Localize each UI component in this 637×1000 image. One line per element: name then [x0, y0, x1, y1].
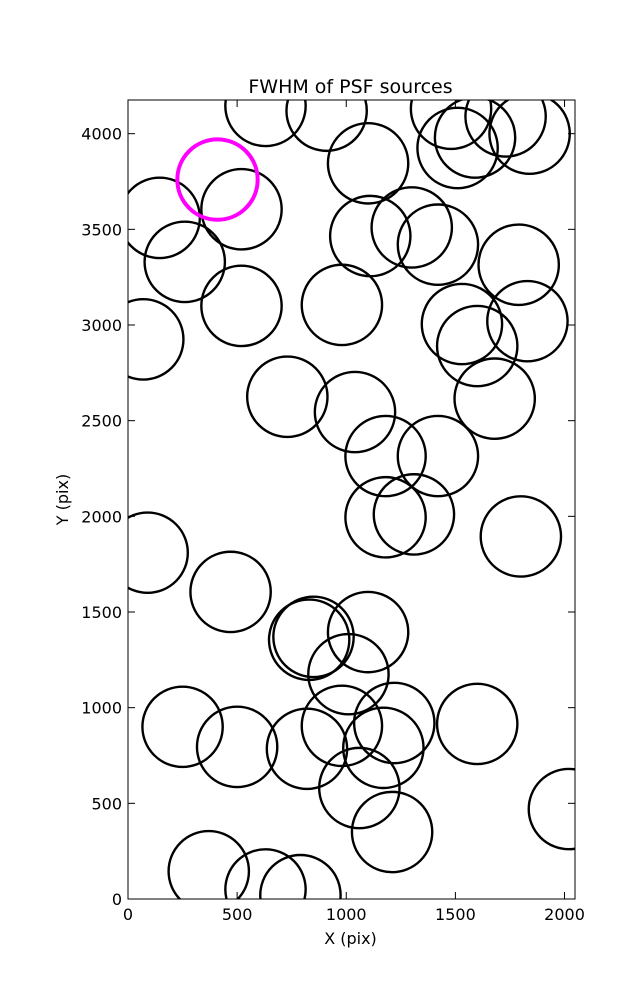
data-points — [128, 100, 575, 899]
plot-frame — [127, 99, 576, 900]
psf-source-circle — [344, 475, 427, 559]
y-tick-label: 500 — [91, 794, 122, 813]
y-tick-label: 0 — [112, 890, 122, 909]
psf-source-circle — [326, 590, 410, 674]
psf-source-circle — [453, 357, 537, 441]
psf-source-circle — [486, 279, 569, 363]
psf-source-circle — [435, 304, 519, 388]
psf-source-circle — [313, 370, 397, 454]
psf-source-circle — [300, 263, 384, 347]
psf-source-circle — [195, 705, 279, 789]
psf-source-circle — [224, 848, 307, 899]
psf-source-circle — [435, 682, 519, 766]
psf-source-circle — [259, 853, 342, 899]
psf-source-circle — [396, 414, 480, 498]
y-axis-label: Y (pix) — [53, 474, 72, 526]
y-tick-label: 1000 — [81, 699, 122, 718]
x-tick-label: 500 — [222, 905, 253, 924]
psf-source-circle — [285, 100, 368, 153]
psf-source-circle — [224, 100, 307, 148]
psf-source-circle — [433, 100, 517, 179]
psf-source-circle — [527, 767, 575, 851]
y-tick-label: 2500 — [81, 412, 122, 431]
psf-source-circle — [350, 790, 434, 874]
psf-source-circle — [189, 550, 272, 634]
psf-source-circle — [372, 473, 456, 556]
x-tick-label: 1500 — [435, 905, 476, 924]
psf-source-circle — [396, 203, 480, 287]
psf-source-circle — [200, 264, 283, 348]
psf-source-circle — [409, 100, 493, 151]
psf-source-circle — [300, 684, 384, 768]
psf-source-circle — [272, 595, 355, 679]
psf-source-circle — [143, 220, 227, 304]
psf-source-circle — [420, 282, 504, 366]
psf-source-circle — [342, 706, 425, 790]
y-tick-label: 3500 — [81, 220, 122, 239]
psf-source-circle — [128, 511, 189, 595]
psf-source-circle — [141, 685, 224, 769]
psf-source-circle — [326, 121, 410, 205]
y-tick-label: 1500 — [81, 603, 122, 622]
psf-source-circle — [479, 495, 563, 578]
psf-source-circle — [200, 167, 283, 251]
psf-source-circle — [477, 223, 561, 307]
psf-source-circle — [464, 100, 547, 158]
psf-source-circle — [352, 681, 436, 765]
x-tick-label: 0 — [123, 905, 133, 924]
psf-source-circle — [307, 632, 390, 716]
axis-ticks: 0 500 1000 1500 2000 0 500 1000 1500 2000 2500 3000… — [81, 100, 585, 924]
y-tick-label: 3000 — [81, 316, 122, 335]
psf-source-circle — [317, 746, 401, 830]
x-tick-label: 2000 — [544, 905, 585, 924]
psf-source-circle — [370, 186, 454, 269]
psf-source-circle — [416, 106, 499, 190]
y-tick-label: 4000 — [81, 125, 122, 144]
y-tick-label: 2000 — [81, 507, 122, 526]
x-axis-label: X (pix) — [324, 929, 377, 948]
psf-source-circle — [245, 355, 329, 439]
highlighted-source-circle — [175, 137, 260, 222]
chart-title: FWHM of PSF sources — [248, 76, 452, 98]
psf-source-circle — [167, 829, 251, 899]
psf-source-circle — [344, 414, 427, 498]
psf-source-circle — [128, 298, 185, 381]
x-tick-label: 1000 — [326, 905, 367, 924]
